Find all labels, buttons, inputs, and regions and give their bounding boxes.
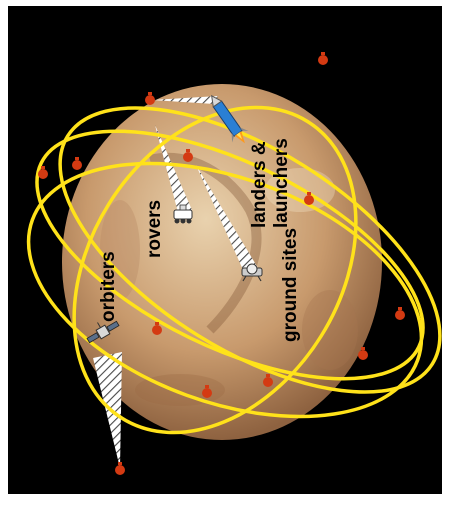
relay-node-icon bbox=[152, 322, 162, 335]
rocket-icon bbox=[211, 94, 249, 144]
relay-node-icon bbox=[358, 347, 368, 360]
label-orbiters: orbiters bbox=[98, 251, 119, 322]
label-landers-line1: landers & bbox=[249, 141, 270, 228]
mars-globe-icon bbox=[62, 84, 382, 440]
label-ground-sites: ground sites bbox=[280, 228, 301, 342]
rover-icon bbox=[173, 204, 193, 224]
relay-node-icon bbox=[115, 462, 125, 475]
satellite-icon bbox=[86, 320, 120, 344]
relay-node-icon bbox=[145, 92, 155, 105]
beam-ground-site bbox=[196, 165, 258, 272]
orbit-path bbox=[58, 106, 442, 394]
comm-beams bbox=[93, 96, 258, 468]
orbit-path bbox=[35, 129, 425, 381]
orbit-path bbox=[72, 105, 358, 435]
ground-site-icon bbox=[241, 263, 263, 282]
label-landers-line2: launchers bbox=[271, 138, 292, 228]
relay-node-icon bbox=[38, 166, 48, 179]
relay-nodes bbox=[38, 52, 405, 475]
orbits bbox=[26, 105, 442, 435]
relay-node-icon bbox=[72, 157, 82, 170]
orbit-path bbox=[26, 161, 424, 419]
relay-node-icon bbox=[318, 52, 328, 65]
label-rovers: rovers bbox=[144, 200, 165, 258]
relay-node-icon bbox=[304, 192, 314, 205]
beam-orbiter-relay bbox=[152, 96, 218, 104]
relay-node-icon bbox=[395, 307, 405, 320]
relay-node-icon bbox=[202, 385, 212, 398]
relay-node-icon bbox=[263, 374, 273, 387]
relay-node-icon bbox=[183, 149, 193, 162]
beam-orbiter-down bbox=[93, 352, 122, 468]
beam-rover bbox=[155, 125, 192, 220]
